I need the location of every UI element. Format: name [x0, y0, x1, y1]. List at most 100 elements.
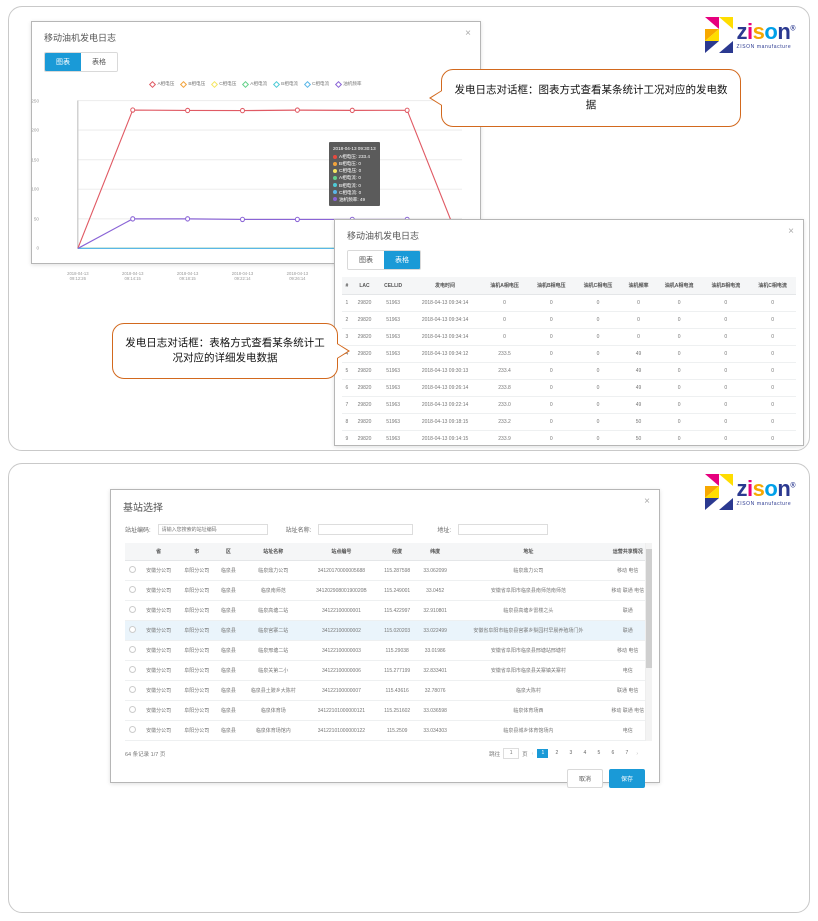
save-button[interactable]: 保存: [608, 769, 645, 788]
table-row[interactable]: 5 29820 51963 2018-04-13 09:30:13 233.4 0 0 49 0…: [342, 362, 796, 380]
cell: 50: [621, 430, 656, 448]
tab-table-2[interactable]: 表格: [384, 251, 420, 269]
row-radio[interactable]: [125, 560, 140, 581]
table-row[interactable]: 安徽分公司 阜阳分公司 临泉县 临泉邢塘二站 34122100000003 115.290…: [125, 640, 652, 661]
station-table-vertical-scrollbar[interactable]: [645, 543, 652, 741]
radio-icon[interactable]: [128, 666, 136, 673]
y-axis-tick: 100: [31, 186, 39, 192]
cell: 0: [702, 362, 750, 380]
row-radio[interactable]: [125, 700, 140, 721]
col-header-7: 纬度: [416, 543, 454, 561]
legend-item-6[interactable]: 油机频率: [335, 80, 362, 88]
cell: 阜阳分公司: [177, 660, 216, 681]
cell: 0: [574, 345, 622, 363]
row-radio[interactable]: [125, 580, 140, 601]
row-radio[interactable]: [125, 640, 140, 661]
table-row[interactable]: 3 29820 51963 2018-04-13 09:34:14 0 0 0 0 0 0 0: [342, 328, 796, 346]
table-row[interactable]: 1 29820 51963 2018-04-13 09:34:14 0 0 0 0 0 0 0: [342, 294, 796, 312]
station-page-button-1[interactable]: 1: [537, 749, 549, 758]
station-address-input[interactable]: [458, 524, 549, 535]
table-row[interactable]: 安徽分公司 阜阳分公司 临泉县 临泉关第二小 34122100000006 115.277…: [125, 660, 652, 681]
radio-icon[interactable]: [128, 706, 136, 713]
table-row[interactable]: 8 29820 51963 2018-04-13 09:18:15 233.2 0 0 50 0…: [342, 413, 796, 431]
table-row[interactable]: 安徽分公司 阜阳分公司 临泉县 临泉南师范 34120290800190020B 115.…: [125, 580, 652, 601]
table-row[interactable]: 安徽分公司 阜阳分公司 临泉县 临泉体育场馆内 34122101000000122 115…: [125, 720, 652, 741]
radio-icon[interactable]: [128, 606, 136, 613]
station-page-button-2[interactable]: 2: [555, 750, 559, 756]
tooltip-header: 2018-04-13 09:30:13: [333, 146, 376, 151]
table-row[interactable]: 安徽分公司 阜阳分公司 临泉县 临泉体育场 34122101000000121 115.2…: [125, 700, 652, 721]
cell: 阜阳分公司: [177, 720, 216, 741]
table-dialog-close-icon[interactable]: ×: [788, 226, 794, 237]
table-dialog-title: 移动油机发电日志: [347, 231, 420, 241]
tooltip-label: 油机频率: 49: [339, 196, 366, 202]
station-code-input[interactable]: [157, 524, 268, 535]
table-row[interactable]: 9 29820 51963 2018-04-13 09:14:15 233.9 0 0 50 0…: [342, 430, 796, 448]
cell: 0: [527, 413, 575, 431]
station-name-input[interactable]: [318, 524, 414, 535]
radio-icon[interactable]: [128, 646, 136, 653]
col-header-3: 区: [215, 543, 241, 561]
tab-table[interactable]: 表格: [81, 53, 117, 71]
table-row[interactable]: 安徽分公司 阜阳分公司 临泉县 临泉县土陂乡大陈村 34122100000007 115.…: [125, 680, 652, 701]
legend-item-0[interactable]: A相电压: [149, 80, 174, 88]
station-page-button-4[interactable]: 4: [583, 750, 587, 756]
tooltip-swatch: [333, 175, 337, 180]
tab-chart[interactable]: 图表: [45, 53, 81, 71]
cell: 阜阳分公司: [177, 580, 216, 601]
col-header-7: 油机频率: [621, 277, 656, 295]
tooltip-row-2: C相电压: 0: [333, 167, 376, 174]
table-row[interactable]: 安徽分公司 阜阳分公司 临泉县 临泉高塘二站 34122100000001 115.422…: [125, 600, 652, 621]
row-radio[interactable]: [125, 620, 140, 641]
cell: 29820: [351, 430, 378, 448]
cell: 0: [574, 430, 622, 448]
cell: 安徽分公司: [139, 600, 178, 621]
table-row[interactable]: 2 29820 51963 2018-04-13 09:34:14 0 0 0 0 0 0 0: [342, 311, 796, 329]
chart-dialog-close-icon[interactable]: ×: [465, 28, 471, 39]
filter-label-code: 站址编码:: [125, 528, 151, 534]
row-radio[interactable]: [125, 660, 140, 681]
radio-icon[interactable]: [128, 626, 136, 633]
radio-icon[interactable]: [128, 686, 136, 693]
radio-icon[interactable]: [128, 566, 136, 573]
callout-chart-dialog: 发电日志对话框：图表方式查看某条统计工况对应的发电数据: [429, 69, 741, 127]
cell: 安徽分公司: [139, 560, 178, 581]
legend-item-2[interactable]: C相电压: [211, 80, 236, 88]
col-header-9: 运营共享情况: [603, 543, 652, 561]
station-prev-page-button[interactable]: ‹: [531, 750, 534, 757]
cancel-button[interactable]: 取消: [566, 769, 603, 788]
station-page-button-5[interactable]: 5: [597, 750, 601, 756]
table-row[interactable]: 6 29820 51963 2018-04-13 09:26:14 233.8 0 0 49 0…: [342, 379, 796, 397]
row-radio[interactable]: [125, 600, 140, 621]
legend-item-5[interactable]: C相电流: [303, 80, 330, 88]
legend-label: C相电流: [312, 81, 330, 86]
cell: 0: [574, 396, 622, 414]
table-row[interactable]: 7 29820 51963 2018-04-13 09:22:14 233.0 0 0 49 0…: [342, 396, 796, 414]
tab-chart-2[interactable]: 图表: [348, 251, 384, 269]
station-page-button-7[interactable]: 7: [625, 750, 629, 756]
cell: 0: [702, 328, 750, 346]
station-page-input[interactable]: 1: [503, 748, 520, 759]
cell: 115.249001: [377, 580, 417, 601]
cell: 0: [621, 311, 656, 329]
cell: 临泉县城乡体育馆场内: [453, 720, 604, 741]
row-radio[interactable]: [125, 680, 140, 701]
station-next-page-button[interactable]: ›: [636, 750, 638, 757]
row-radio[interactable]: [125, 720, 140, 741]
zison-tagline-2: ZISON manufacture: [736, 500, 792, 507]
legend-item-4[interactable]: B相电流: [273, 80, 298, 88]
generation-log-table: # LAC CELLID 发电时间 油机A相电压 油机B相电压 油机C相电压 油机频率 油机A相…: [342, 277, 796, 448]
legend-marker-icon: [335, 80, 343, 88]
radio-icon[interactable]: [128, 586, 136, 593]
legend-item-3[interactable]: A相电流: [242, 80, 267, 88]
table-row[interactable]: 安徽分公司 阜阳分公司 临泉县 临泉鼎力公司 34120170000005688 115.…: [125, 560, 652, 581]
station-dialog-close-icon[interactable]: ×: [644, 496, 650, 507]
station-page-button-6[interactable]: 6: [611, 750, 615, 756]
radio-icon[interactable]: [128, 726, 136, 733]
table-row[interactable]: 安徽分公司 阜阳分公司 临泉县 临泉宫寨二站 34122100000002 115.020…: [125, 620, 652, 641]
col-header-1: LAC: [351, 277, 378, 295]
table-row[interactable]: 4 29820 51963 2018-04-13 09:34:12 233.5 0 0 49 0…: [342, 345, 796, 363]
station-page-button-3[interactable]: 3: [569, 750, 573, 756]
legend-item-1[interactable]: B相电压: [180, 80, 205, 88]
cell: 34122100000001: [305, 600, 378, 621]
